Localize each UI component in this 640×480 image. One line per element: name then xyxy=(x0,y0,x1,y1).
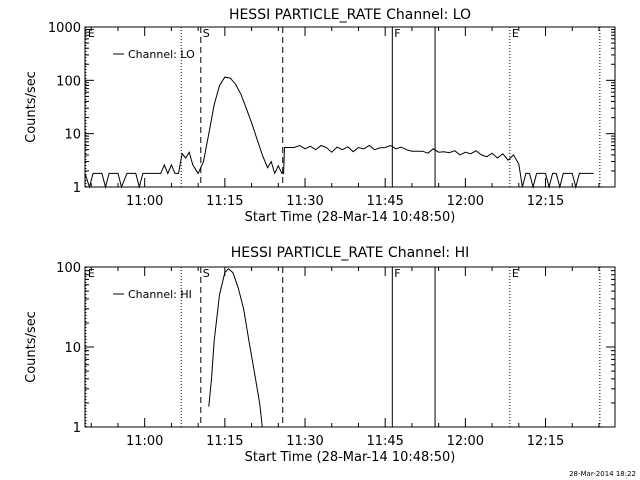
y-tick-label: 1 xyxy=(73,181,81,196)
time-marker-label: S xyxy=(203,27,210,40)
x-tick-label: 11:30 xyxy=(286,194,323,209)
x-tick-label: 11:30 xyxy=(286,434,323,449)
y-axis-label: Counts/sec xyxy=(24,71,39,143)
chart-panel-2: HESSI PARTICLE_RATE Channel: HI Counts/se… xyxy=(24,245,616,465)
time-marker-label: E xyxy=(88,27,95,40)
time-marker-label: E xyxy=(512,27,519,40)
chart-panel-1: HESSI PARTICLE_RATE Channel: LO Counts/se… xyxy=(24,7,616,225)
legend-label: Channel: LO xyxy=(128,48,195,61)
plot-frame xyxy=(84,26,616,188)
x-tick-label: 11:00 xyxy=(126,434,163,449)
x-tick-label: 11:45 xyxy=(366,434,403,449)
chart-title: HESSI PARTICLE_RATE Channel: LO xyxy=(229,7,471,23)
series-line xyxy=(208,268,263,428)
y-axis-label: Counts/sec xyxy=(24,311,39,383)
y-tick-label: 10 xyxy=(64,128,81,143)
x-tick-label: 11:45 xyxy=(366,194,403,209)
plot-timestamp: 28-Mar-2014 18:22 xyxy=(569,470,636,478)
x-tick-label: 12:15 xyxy=(527,194,564,209)
x-axis-label: Start Time (28-Mar-14 10:48:50) xyxy=(245,210,456,225)
y-tick-label: 100 xyxy=(56,74,81,89)
time-marker-label: F xyxy=(394,27,400,40)
y-tick-label: 1000 xyxy=(48,21,81,36)
y-tick-label: 1 xyxy=(73,421,81,436)
legend-label: Channel: HI xyxy=(128,288,192,301)
chart-title: HESSI PARTICLE_RATE Channel: HI xyxy=(231,245,469,261)
y-tick-label: 100 xyxy=(56,261,81,276)
x-tick-label: 12:15 xyxy=(527,434,564,449)
x-tick-label: 11:15 xyxy=(206,194,243,209)
x-tick-label: 11:00 xyxy=(126,194,163,209)
series-line xyxy=(84,76,594,189)
x-axis-label: Start Time (28-Mar-14 10:48:50) xyxy=(245,450,456,465)
x-tick-label: 11:15 xyxy=(206,434,243,449)
x-tick-label: 12:00 xyxy=(447,194,484,209)
time-marker-label: E xyxy=(512,267,519,280)
y-tick-label: 10 xyxy=(64,341,81,356)
time-marker-label: F xyxy=(394,267,400,280)
time-marker-label: E xyxy=(88,267,95,280)
time-marker-label: S xyxy=(203,267,210,280)
x-tick-label: 12:00 xyxy=(447,434,484,449)
